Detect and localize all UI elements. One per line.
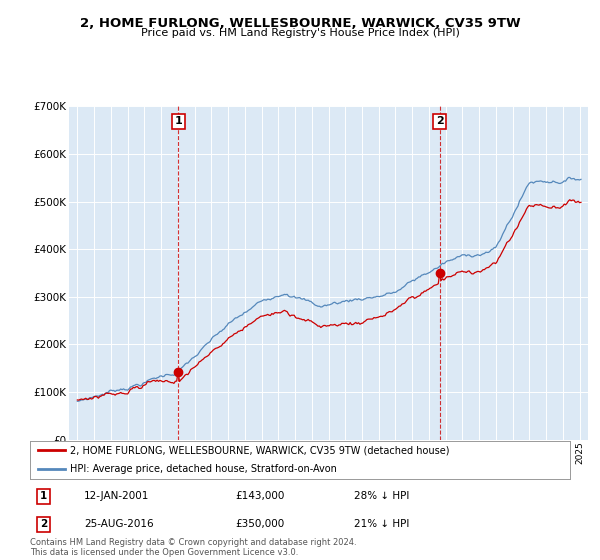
Text: 2, HOME FURLONG, WELLESBOURNE, WARWICK, CV35 9TW (detached house): 2, HOME FURLONG, WELLESBOURNE, WARWICK, …	[71, 445, 450, 455]
Text: 1: 1	[175, 116, 182, 127]
Text: 2: 2	[436, 116, 444, 127]
Text: 2, HOME FURLONG, WELLESBOURNE, WARWICK, CV35 9TW: 2, HOME FURLONG, WELLESBOURNE, WARWICK, …	[80, 17, 520, 30]
Text: Contains HM Land Registry data © Crown copyright and database right 2024.
This d: Contains HM Land Registry data © Crown c…	[30, 538, 356, 557]
Text: 21% ↓ HPI: 21% ↓ HPI	[354, 519, 409, 529]
Text: £143,000: £143,000	[235, 491, 284, 501]
Text: Price paid vs. HM Land Registry's House Price Index (HPI): Price paid vs. HM Land Registry's House …	[140, 28, 460, 38]
Text: 12-JAN-2001: 12-JAN-2001	[84, 491, 149, 501]
Text: 25-AUG-2016: 25-AUG-2016	[84, 519, 154, 529]
Text: HPI: Average price, detached house, Stratford-on-Avon: HPI: Average price, detached house, Stra…	[71, 464, 337, 474]
Text: £350,000: £350,000	[235, 519, 284, 529]
Text: 2: 2	[40, 519, 47, 529]
Text: 1: 1	[40, 491, 47, 501]
Text: 28% ↓ HPI: 28% ↓ HPI	[354, 491, 409, 501]
